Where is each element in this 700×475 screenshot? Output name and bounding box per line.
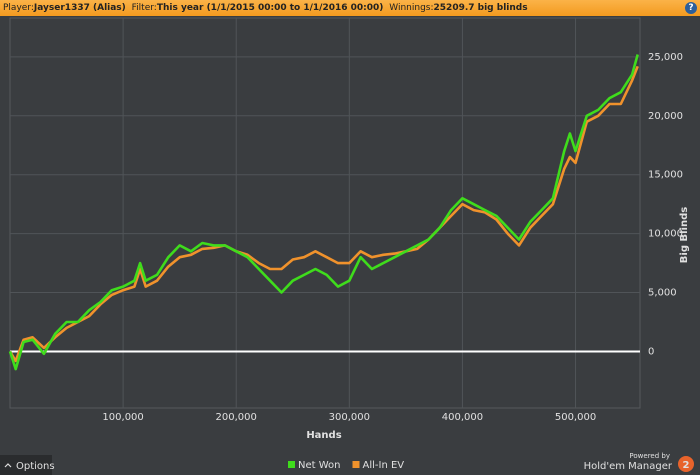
series-line xyxy=(8,54,639,371)
powered-by: Powered by xyxy=(629,452,670,460)
player: Jayser1337 (Alias) xyxy=(33,3,126,13)
legend-swatch xyxy=(288,461,295,468)
options-arrow xyxy=(4,463,12,468)
x-tick-label: 300,000 xyxy=(329,412,370,423)
legend-label: Net Won xyxy=(298,460,341,471)
y-tick-label: 0 xyxy=(648,346,654,357)
x-tick-label: 500,000 xyxy=(555,412,596,423)
options-label[interactable]: Options xyxy=(16,461,55,472)
y-tick-label: 5,000 xyxy=(648,288,677,299)
filter: This year (1/1/2015 00:00 to 1/1/2016 00… xyxy=(156,3,384,13)
x-axis-label: Hands xyxy=(306,430,341,441)
brand-badge-text: 2 xyxy=(683,460,690,471)
x-tick-label: 400,000 xyxy=(442,412,483,423)
y-tick-label: 15,000 xyxy=(648,170,683,181)
y-tick-label: 25,000 xyxy=(648,52,683,63)
brand-badge xyxy=(678,456,694,472)
winnings-label: Winnings: xyxy=(389,3,434,13)
help-button[interactable]: ? xyxy=(685,2,697,14)
y-axis-label: Big Blinds xyxy=(679,207,690,263)
player-label: Player: xyxy=(3,3,34,13)
legend-label: All-In EV xyxy=(363,460,405,471)
x-tick-label: 100,000 xyxy=(102,412,143,423)
legend-swatch xyxy=(352,461,360,468)
x-tick-label: 200,000 xyxy=(216,412,257,423)
series-line xyxy=(8,65,639,363)
options-tab[interactable] xyxy=(0,455,52,475)
winnings: 25209.7 big blinds xyxy=(433,3,528,13)
y-tick-label: 10,000 xyxy=(648,229,683,240)
plot-area xyxy=(9,17,641,409)
header-bar: Player:Jayser1337 (Alias) Filter:This ye… xyxy=(0,0,700,16)
y-tick-label: 20,000 xyxy=(648,111,683,122)
filter-label: Filter: xyxy=(131,3,157,13)
brand: Hold'em Manager xyxy=(584,461,673,472)
